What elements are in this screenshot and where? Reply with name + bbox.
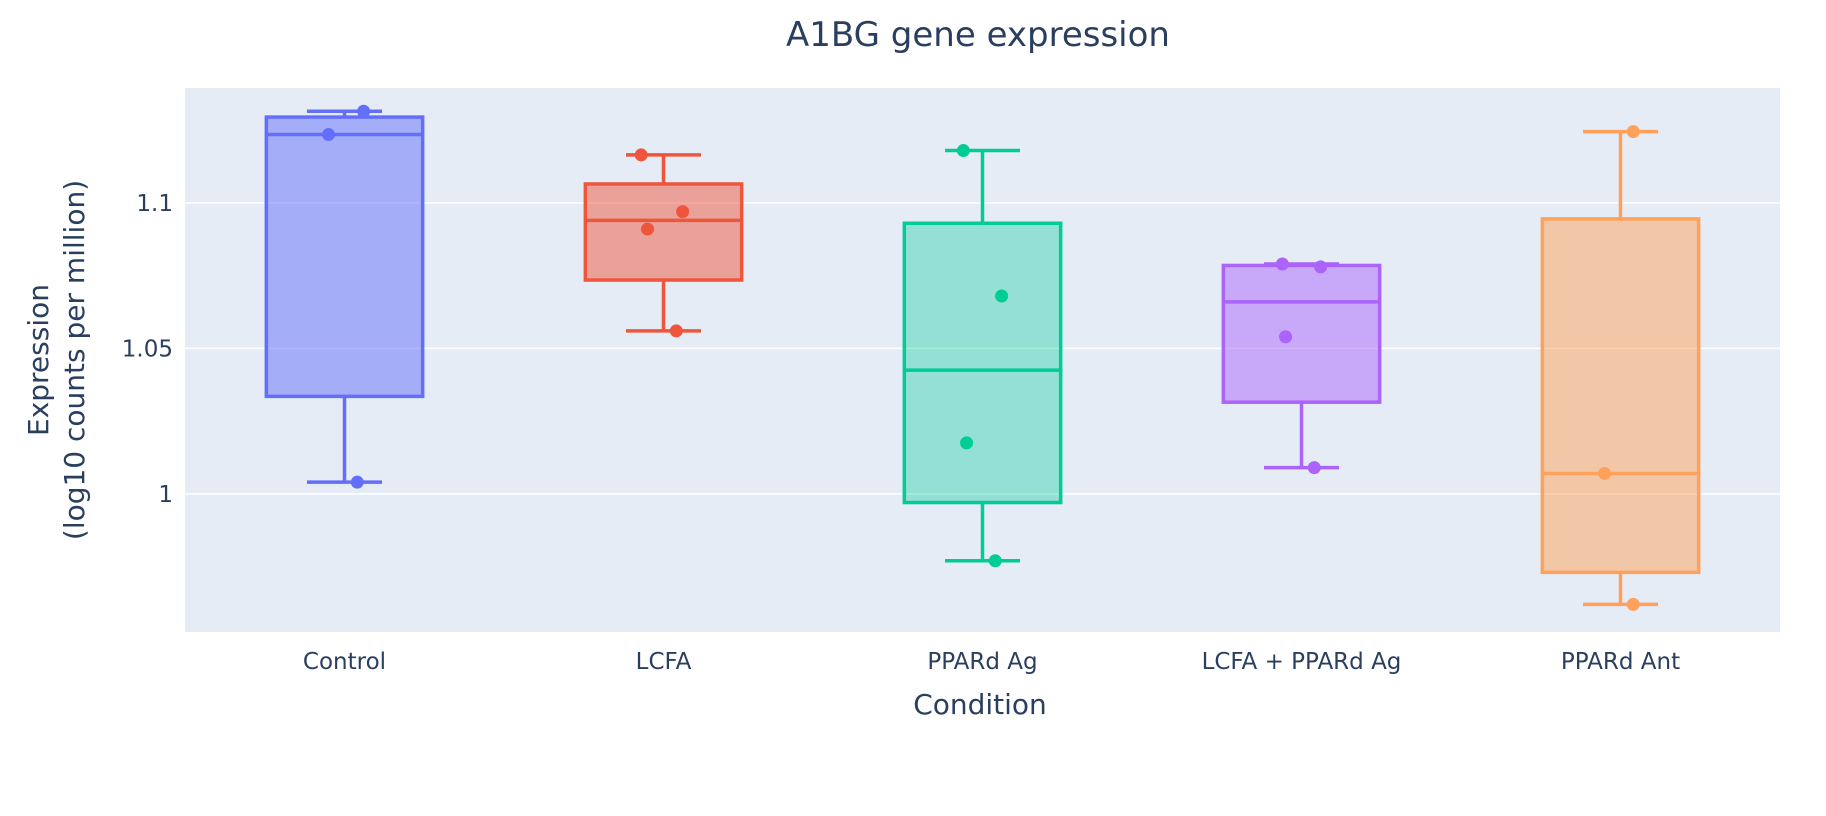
box-ppard-ant <box>1540 125 1701 611</box>
data-point <box>641 222 655 236</box>
data-point <box>995 289 1009 303</box>
data-point <box>322 128 336 142</box>
y-axis-title-line-2: (log10 counts per million) <box>58 180 91 540</box>
box-iqr <box>902 221 1063 505</box>
x-tick-label: PPARd Ant <box>1561 649 1680 675</box>
y-axis-ticks: 1 1.05 1.1 <box>122 191 173 508</box>
data-point <box>1626 125 1640 139</box>
data-point <box>669 324 683 338</box>
y-axis-title-line-1: Expression <box>22 284 55 436</box>
y-tick-label: 1.05 <box>122 336 173 362</box>
data-point <box>1279 330 1293 344</box>
x-tick-label: LCFA <box>636 649 692 675</box>
box-iqr <box>1221 263 1382 404</box>
x-axis-title: Condition <box>913 688 1047 721</box>
chart-title: A1BG gene expression <box>786 15 1170 55</box>
data-point <box>1598 466 1612 480</box>
data-point <box>350 475 364 489</box>
box-iqr <box>264 115 425 399</box>
box-lcfa-ppard-ag <box>1221 257 1382 475</box>
y-tick-label: 1.1 <box>136 191 173 217</box>
data-point <box>1626 597 1640 611</box>
box-iqr <box>1540 217 1701 575</box>
data-point <box>1275 257 1289 271</box>
box-iqr <box>583 182 744 282</box>
data-point <box>956 144 970 158</box>
y-tick-label: 1 <box>158 482 173 508</box>
x-tick-label: PPARd Ag <box>927 649 1037 675</box>
data-point <box>1314 260 1328 274</box>
data-point <box>634 148 648 162</box>
box-series-layer <box>264 104 1701 611</box>
box-control <box>264 104 425 489</box>
box-lcfa <box>583 148 744 338</box>
data-point <box>960 436 974 450</box>
data-point <box>1307 461 1321 475</box>
data-point <box>357 104 371 118</box>
box-ppard-ag <box>902 144 1063 568</box>
y-axis-title: Expression (log10 counts per million) <box>22 180 91 540</box>
x-axis-ticks: Control LCFA PPARd Ag LCFA + PPARd Ag PPARd … <box>303 649 1680 675</box>
data-point <box>988 554 1002 568</box>
x-tick-label: LCFA + PPARd Ag <box>1202 649 1402 675</box>
data-point <box>676 205 690 219</box>
x-tick-label: Control <box>303 649 386 675</box>
